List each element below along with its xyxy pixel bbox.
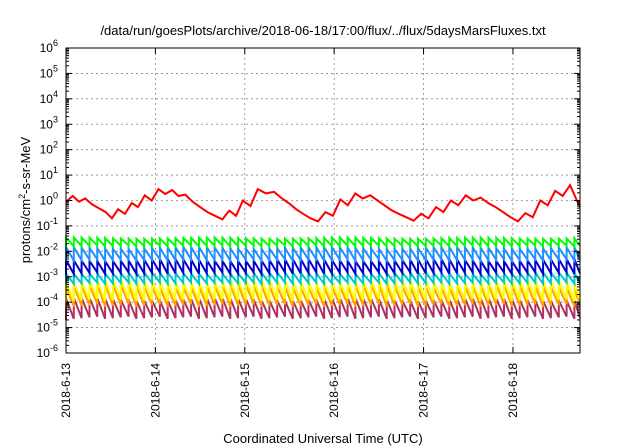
series-line (65, 234, 581, 250)
y-tick-label: 103 (40, 114, 58, 131)
y-axis-label: protons/cm2-s-sr-MeV (17, 136, 33, 263)
x-tick-label: 2018-6-15 (238, 363, 252, 418)
y-tick-label: 10-2 (37, 241, 58, 258)
y-tick-label: 10-4 (37, 292, 58, 309)
series-line (65, 255, 581, 278)
x-tick-label: 2018-6-16 (327, 363, 341, 418)
y-tick-label: 10-3 (37, 267, 58, 284)
y-tick-label: 10-1 (37, 216, 58, 233)
grid-lines (66, 48, 580, 353)
y-axis: 10-6 10-5 10-4 10-3 10-2 10-1 100 101 102 103 104 1… (37, 38, 580, 360)
x-axis: 2018-6-13 2018-6-14 2018-6-15 2018-6-16 2018… (59, 48, 520, 418)
x-tick-label: 2018-6-13 (59, 363, 73, 418)
y-tick-label: 10-5 (37, 318, 58, 335)
series-line (65, 269, 581, 288)
x-tick-label: 2018-6-14 (148, 363, 162, 418)
y-tick-label: 105 (40, 63, 58, 80)
series-line (65, 284, 581, 308)
series-layer (65, 183, 581, 320)
x-axis-label: Coordinated Universal Time (UTC) (223, 431, 422, 446)
x-tick-label: 2018-6-17 (417, 363, 431, 418)
chart-title: /data/run/goesPlots/archive/2018-06-18/1… (100, 23, 546, 38)
y-tick-label: 10-6 (37, 343, 58, 360)
y-tick-label: 101 (40, 165, 58, 182)
y-tick-label: 104 (40, 89, 58, 106)
x-tick-label: 2018-6-18 (506, 363, 520, 418)
y-tick-label: 106 (40, 38, 58, 55)
y-tick-label: 102 (40, 140, 58, 157)
y-tick-label: 100 (40, 191, 58, 208)
series-line (65, 243, 581, 265)
series-line (65, 297, 581, 320)
series-line (65, 278, 581, 303)
series-line (65, 183, 581, 223)
